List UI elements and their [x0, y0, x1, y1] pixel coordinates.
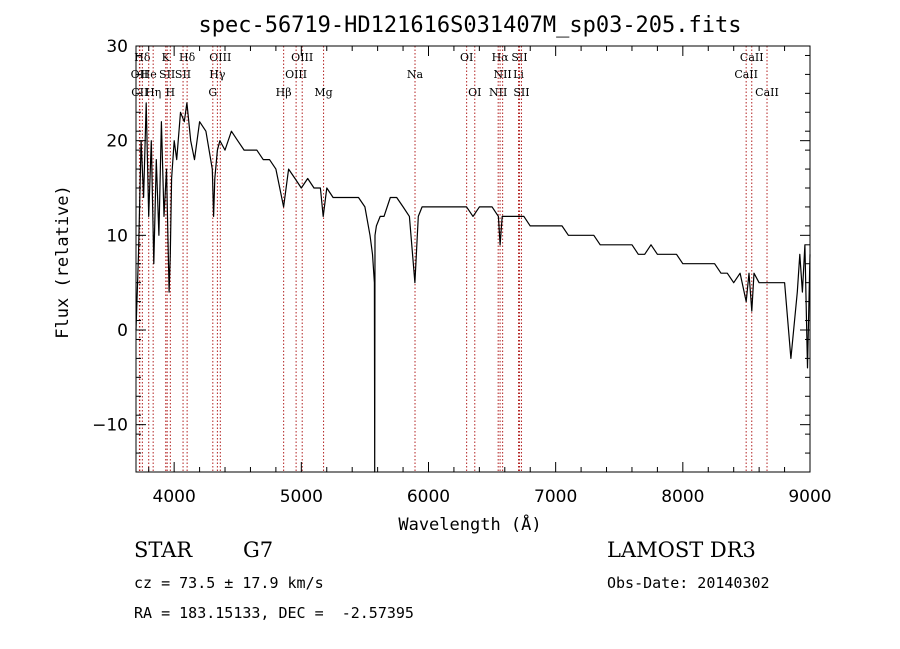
y-tick-label-0: −10 [92, 416, 128, 436]
line-marker-label-25: SII [513, 86, 529, 99]
y-tick-label-2: 10 [106, 226, 128, 246]
redshift-velocity: cz = 73.5 ± 17.9 km/s [134, 574, 324, 592]
plot-axes: 4000 5000 6000 7000 8000 9000 −10 0 10 20 30 [92, 37, 832, 507]
line-marker-label-20: Hα [492, 51, 510, 64]
line-marker-label-18: OI [460, 51, 473, 64]
line-marker-label-12: G [208, 86, 217, 99]
object-subclass: G7 [243, 538, 274, 562]
line-marker-label-21: NII [493, 68, 511, 81]
line-marker-label-13: Hβ [276, 86, 292, 99]
line-marker-label-9: SII [175, 68, 191, 81]
x-tick-label-3: 7000 [534, 487, 577, 507]
line-marker-label-22: NII [489, 86, 507, 99]
line-marker-label-10: OIII [209, 51, 231, 64]
x-tick-label-2: 6000 [407, 487, 450, 507]
x-axis-label: Wavelength (Å) [398, 513, 541, 535]
y-tick-label-3: 20 [106, 132, 128, 152]
line-marker-label-19: OI [468, 86, 481, 99]
line-marker-label-3: He [141, 68, 157, 81]
x-tick-label-1: 5000 [280, 487, 323, 507]
chart-title: spec-56719-HD121616S031407M_sp03-205.fit… [198, 13, 741, 38]
y-axis-label: Flux (relative) [53, 185, 73, 339]
line-marker-label-15: OIII [285, 68, 307, 81]
line-marker-label-17: Na [407, 68, 424, 81]
spectrum-line-flux [135, 102, 811, 473]
plot-frame [135, 45, 811, 473]
line-marker-label-23: SII [511, 51, 527, 64]
spectrum-series [135, 102, 811, 473]
object-class: STAR [134, 538, 193, 562]
line-marker-label-16: Mg [314, 86, 332, 99]
x-tick-label-5: 9000 [788, 487, 831, 507]
y-tick-label-1: 0 [117, 321, 128, 341]
y-tick-label-4: 30 [106, 37, 128, 57]
line-marker-label-26: CaII [740, 51, 764, 64]
line-marker-label-11: Hγ [209, 68, 226, 81]
x-tick-label-0: 4000 [153, 487, 196, 507]
line-marker-label-7: H [166, 86, 176, 99]
line-marker-label-24: Li [513, 68, 524, 81]
line-marker-label-4: Hη [145, 86, 161, 99]
line-marker-label-28: CaII [755, 86, 779, 99]
line-marker-label-5: K [162, 51, 171, 64]
line-marker-label-0: Hδ [134, 51, 151, 64]
line-marker-label-27: CaII [734, 68, 758, 81]
line-marker-label-6: SII [159, 68, 175, 81]
line-marker-label-14: OIII [291, 51, 313, 64]
coordinates: RA = 183.15133, DEC = -2.57395 [134, 604, 414, 622]
line-marker-label-8: Hδ [179, 51, 196, 64]
survey-name: LAMOST DR3 [607, 538, 756, 562]
x-tick-label-4: 8000 [661, 487, 704, 507]
observation-date: Obs-Date: 20140302 [607, 574, 770, 592]
